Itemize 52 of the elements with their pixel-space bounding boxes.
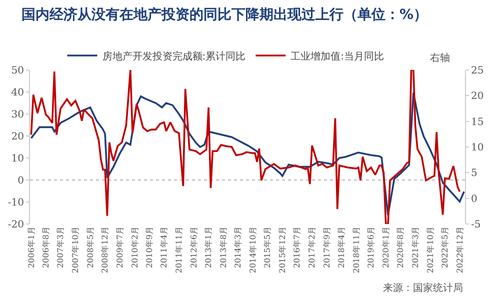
legend-label: 工业增加值:当月同比 xyxy=(290,50,384,62)
x-tick-label: 2016年7月 xyxy=(292,226,302,268)
x-tick-label: 2008年12月 xyxy=(100,226,110,274)
x-tick-label: 2021年3月 xyxy=(410,226,420,268)
x-tick-label: 2010年2月 xyxy=(130,226,140,268)
y2-tick-label: 20 xyxy=(471,91,484,102)
x-tick-label: 2011年11月 xyxy=(174,226,184,274)
x-tick-label: 2015年5月 xyxy=(263,226,272,268)
y2-tick-label: -5 xyxy=(471,220,481,230)
line-series xyxy=(30,70,461,224)
x-tick-label: 2007年10月 xyxy=(71,226,80,274)
x-tick-label: 2014年10月 xyxy=(248,226,258,274)
y2-tick-label: 25 xyxy=(471,66,484,76)
x-tick-label: 2019年6月 xyxy=(366,226,376,268)
x-tick-label: 2010年9月 xyxy=(144,226,154,268)
y2-tick-label: 10 xyxy=(471,142,484,154)
x-tick-label: 2007年3月 xyxy=(56,226,66,268)
y-tick-label: 0 xyxy=(18,176,24,186)
y-tick-label: -10 xyxy=(8,198,24,208)
x-tick-label: 2011年4月 xyxy=(160,226,169,268)
x-tick-label: 2017年2月 xyxy=(308,226,317,268)
y-tick-label: -20 xyxy=(8,220,24,230)
x-tick-label: 2021年10月 xyxy=(426,226,435,274)
x-tick-label: 2022年12月 xyxy=(455,226,464,274)
x-tick-label: 2018年11月 xyxy=(352,226,361,274)
text: 右轴 xyxy=(430,52,450,64)
y2-tick-label: 0 xyxy=(471,194,478,205)
y2-tick-label: 15 xyxy=(471,116,484,128)
x-tick-label: 2013年1月 xyxy=(204,226,214,268)
x-tick-label: 2018年4月 xyxy=(337,226,346,268)
y-tick-label: 50 xyxy=(11,66,24,76)
chart-title: 国内经济从没有在地产投资的同比下降期出现过上行（单位：%） xyxy=(20,6,429,25)
x-tick-label: 2020年8月 xyxy=(396,226,406,268)
y-tick-label: 20 xyxy=(11,132,24,142)
y2-tick-label: 5 xyxy=(471,168,478,180)
x-tick-label: 2017年9月 xyxy=(322,226,332,268)
source-note: 来源：国家统计局 xyxy=(383,282,463,294)
x-tick-label: 2012年6月 xyxy=(189,226,198,268)
x-tick-label: 2009年7月 xyxy=(115,226,124,268)
line-series xyxy=(30,92,465,216)
x-tick-label: 2006年1月 xyxy=(26,226,36,268)
legend-label: 房地产开发投资完成额:累计同比 xyxy=(102,50,246,62)
y-tick-label: 10 xyxy=(11,154,24,164)
x-tick-label: 2022年5月 xyxy=(440,226,450,268)
y-tick-label: 40 xyxy=(11,88,24,98)
x-tick-label: 2014年3月 xyxy=(234,226,243,268)
x-tick-label: 2008年5月 xyxy=(86,226,95,268)
x-tick-label: 2013年8月 xyxy=(218,226,228,268)
y-tick-label: 30 xyxy=(11,110,24,120)
x-tick-label: 2015年12月 xyxy=(278,226,287,274)
x-tick-label: 2006年8月 xyxy=(41,226,50,268)
x-tick-label: 2020年1月 xyxy=(381,226,390,268)
